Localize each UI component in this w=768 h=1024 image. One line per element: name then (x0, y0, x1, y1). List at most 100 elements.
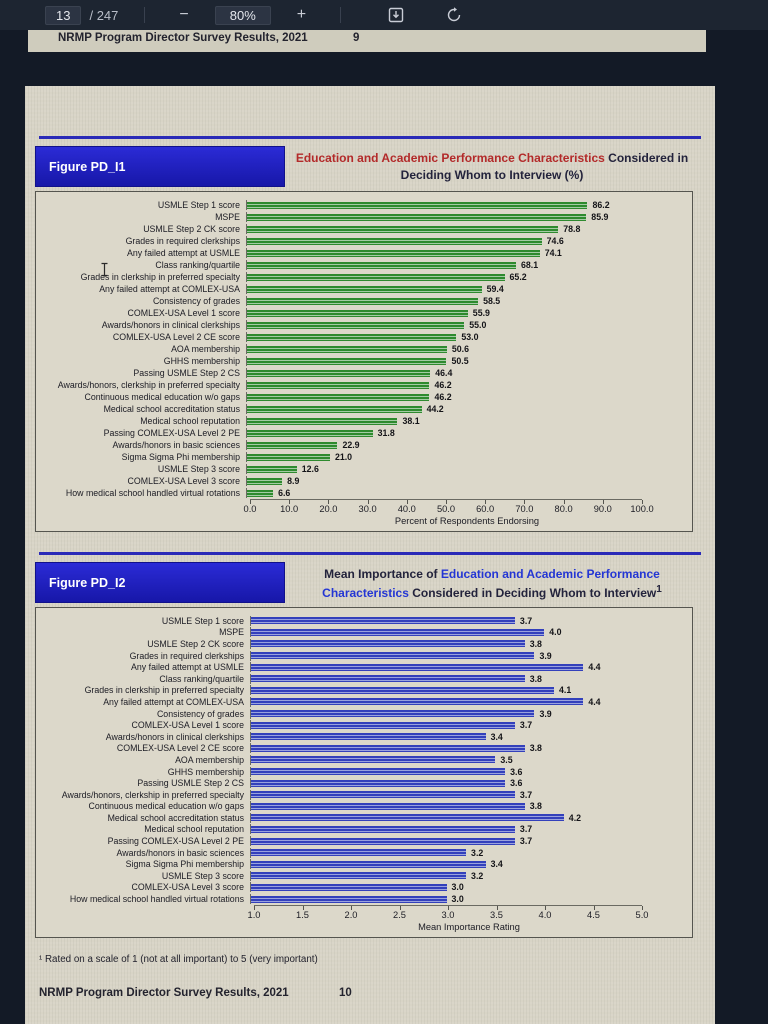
bar (251, 872, 467, 880)
axis-tick-mark (563, 500, 565, 504)
axis-tick-label: 50.0 (436, 504, 456, 514)
figure1-header: Figure PD_I1 Education and Academic Perf… (35, 146, 699, 187)
zoom-in-button[interactable]: + (289, 4, 314, 26)
bar (251, 628, 545, 636)
bar-track: 50.5 (246, 356, 642, 366)
bar-track: 3.7 (250, 720, 642, 731)
chart-row: Passing USMLE Step 2 CS 3.6 (40, 777, 688, 789)
value-label: 46.2 (434, 380, 452, 390)
bar (247, 453, 330, 461)
value-label: 3.7 (519, 615, 533, 626)
bar (251, 779, 506, 787)
bar (247, 213, 587, 221)
bar (251, 744, 525, 752)
bar-track: 74.6 (246, 236, 642, 246)
axis-tick-label: 2.0 (344, 909, 358, 920)
category-label: COMLEX-USA Level 3 score (131, 882, 244, 893)
axis-tick-label: 2.5 (393, 909, 406, 920)
bar-track: 4.2 (250, 812, 642, 823)
axis-tick-label: 1.5 (296, 909, 309, 920)
axis-tick-label: 0.0 (243, 504, 257, 514)
bar-track: 46.2 (246, 392, 642, 402)
axis-tick-mark (545, 905, 546, 910)
figure1-chart: USMLE Step 1 score 86.2 MSPE 85.9 USMLE Step… (35, 191, 693, 532)
bar-track: 53.0 (246, 332, 642, 342)
bar (247, 237, 542, 245)
bar (251, 652, 535, 660)
value-label: 68.1 (520, 260, 539, 270)
chart-row: Awards/honors, clerkship in preferred sp… (40, 789, 688, 801)
value-label: 21.0 (334, 452, 353, 462)
value-label: 3.8 (529, 801, 542, 812)
axis-tick-mark (351, 905, 352, 910)
bar (251, 698, 584, 706)
category-label: Any failed attempt at COMLEX-USA (103, 696, 244, 707)
chart-row: Sigma Sigma Phi membership 21.0 (40, 451, 688, 463)
value-label: 3.6 (510, 766, 523, 777)
chart-row: How medical school handled virtual rotat… (40, 893, 688, 905)
chart-row: Medical school reputation 3.7 (40, 824, 688, 836)
value-label: 78.8 (563, 224, 581, 234)
bar-track: 3.7 (250, 836, 642, 847)
bar-track: 3.7 (250, 615, 642, 626)
chart-row: COMLEX-USA Level 2 CE score 3.8 (40, 743, 688, 755)
axis-tick-label: 100.0 (630, 504, 654, 514)
category-label: COMLEX-USA Level 1 score (127, 308, 240, 318)
category-label: Awards/honors in basic sciences (116, 847, 244, 858)
chart-row: Passing COMLEX-USA Level 2 PE 31.8 (40, 427, 688, 439)
download-icon[interactable] (387, 6, 405, 24)
chart-row: GHHS membership 3.6 (40, 766, 688, 778)
category-label: USMLE Step 1 score (157, 200, 240, 210)
value-label: 53.0 (461, 332, 479, 342)
category-label: COMLEX-USA Level 1 score (131, 720, 244, 731)
axis-tick-mark (289, 500, 291, 504)
pdf-viewer-toolbar: 13 / 247 − 80% + (0, 0, 768, 30)
category-label: How medical school handled virtual rotat… (69, 894, 244, 905)
bar (251, 768, 506, 776)
current-page-input[interactable]: 13 (45, 5, 82, 25)
bar-track: 3.6 (250, 778, 642, 789)
chart-row: Grades in required clerkships 74.6 (40, 235, 688, 247)
bar-track: 3.4 (250, 731, 642, 742)
value-label: 3.8 (529, 743, 542, 754)
axis-tick-label: 60.0 (476, 504, 495, 514)
value-label: 3.7 (519, 824, 533, 835)
bar-track: 4.4 (250, 662, 642, 673)
chart-row: Any failed attempt at COMLEX-USA 4.4 (40, 696, 688, 708)
zoom-level-value[interactable]: 80% (214, 5, 271, 25)
value-label: 4.1 (559, 685, 572, 696)
chart-row: COMLEX-USA Level 3 score 3.0 (40, 882, 688, 894)
bar-track: 31.8 (246, 428, 642, 438)
axis-tick-mark (406, 500, 408, 504)
value-label: 65.2 (509, 272, 527, 282)
category-label: Passing USMLE Step 2 CS (133, 368, 240, 378)
category-label: Any failed attempt at COMLEX-USA (99, 284, 240, 294)
chart-row: COMLEX-USA Level 3 score 8.9 (40, 475, 688, 487)
value-label: 4.2 (568, 812, 582, 823)
bar-track: 55.9 (246, 308, 642, 318)
value-label: 3.2 (471, 847, 484, 858)
figure1-title-highlight: Education and Academic Performance Chara… (295, 151, 605, 165)
bar (251, 733, 486, 741)
value-label: 50.5 (451, 356, 469, 366)
chart-row: MSPE 4.0 (40, 627, 688, 639)
bar-track: 78.8 (246, 224, 642, 234)
zoom-out-button[interactable]: − (171, 4, 196, 26)
chart-row: Continuous medical education w/o gaps 46.… (40, 391, 688, 403)
category-label: Grades in required clerkships (125, 236, 240, 246)
rotate-icon[interactable] (445, 6, 463, 24)
value-label: 50.6 (451, 344, 469, 354)
figure1-title: Education and Academic Performance Chara… (285, 146, 699, 187)
previous-page-footer-text: NRMP Program Director Survey Results, 20… (58, 32, 308, 44)
previous-page-number: 9 (353, 32, 360, 44)
figure2-title-highlight: Education and Academic Performance Chara… (322, 567, 660, 601)
axis-tick-label: 4.0 (538, 909, 552, 920)
category-label: USMLE Step 3 score (157, 464, 240, 474)
bar (247, 261, 516, 269)
bar (251, 710, 535, 718)
bar (251, 640, 525, 648)
axis-tick-mark (448, 905, 449, 910)
category-label: Passing COMLEX-USA Level 2 PE (107, 836, 244, 847)
bar (247, 489, 274, 497)
bar-track: 85.9 (246, 212, 642, 222)
